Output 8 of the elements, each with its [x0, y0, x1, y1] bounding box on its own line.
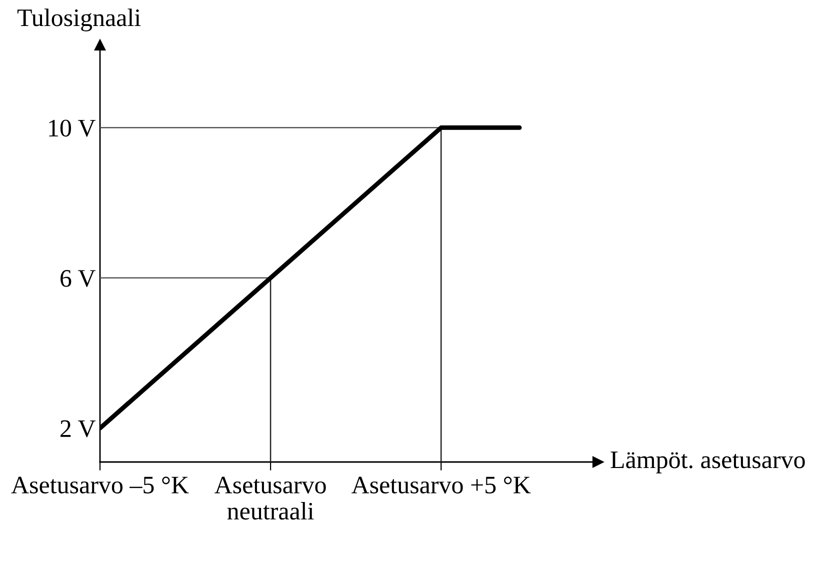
x-tick-label: Asetusarvo neutraali [214, 476, 326, 520]
y-tick-label: 10 V [49, 120, 96, 137]
y-tick-label: 6 V [60, 270, 96, 287]
x-tick-label: Asetusarvo –5 °K [11, 476, 189, 494]
x-axis-title: Lämpöt. asetusarvo [610, 452, 805, 474]
y-axis-title: Tulosignaali [17, 8, 141, 32]
x-tick-label: Asetusarvo +5 °K [352, 476, 531, 494]
y-tick-label: 2 V [60, 420, 96, 438]
